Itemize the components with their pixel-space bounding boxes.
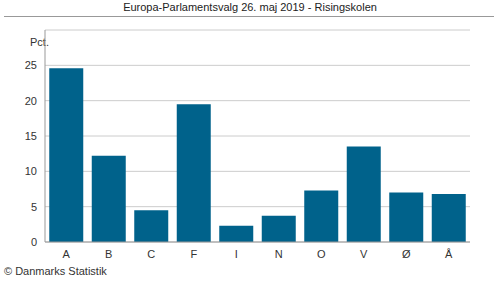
svg-text:15: 15 [25,130,37,142]
svg-text:N: N [275,248,283,260]
svg-text:I: I [235,248,238,260]
svg-text:Å: Å [445,248,453,260]
svg-text:C: C [147,248,155,260]
svg-text:25: 25 [25,59,37,71]
svg-text:10: 10 [25,165,37,177]
svg-text:0: 0 [31,236,37,248]
svg-text:B: B [105,248,112,260]
svg-text:V: V [360,248,368,260]
svg-text:A: A [63,248,71,260]
svg-text:20: 20 [25,95,37,107]
svg-text:Ø: Ø [402,248,411,260]
html-text:Europa-Parlamentsvalg 26. maj: Europa-Parlamentsvalg 26. maj 2019 - Ris… [123,1,377,13]
html-text:© Danmarks Statistik: © Danmarks Statistik [4,265,107,277]
svg-text:5: 5 [31,201,37,213]
svg-text:O: O [317,248,326,260]
svg-text:F: F [190,248,197,260]
html-text:Pct.: Pct. [30,36,49,48]
